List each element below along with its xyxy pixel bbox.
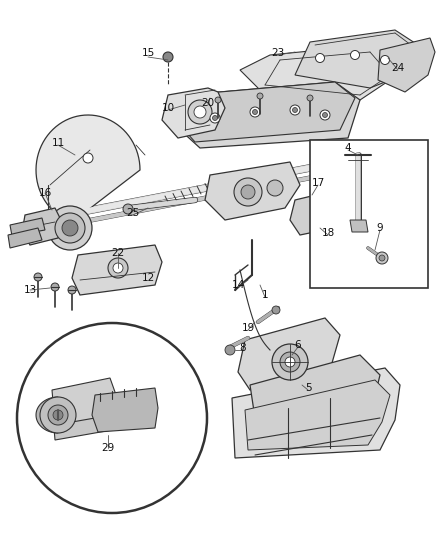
Polygon shape [8, 228, 42, 248]
Polygon shape [245, 380, 390, 450]
Circle shape [113, 263, 123, 273]
Circle shape [280, 352, 300, 372]
Polygon shape [295, 30, 418, 88]
Polygon shape [92, 388, 158, 432]
Circle shape [290, 105, 300, 115]
Text: 11: 11 [51, 138, 65, 148]
Circle shape [272, 306, 280, 314]
Circle shape [68, 286, 76, 294]
Circle shape [48, 405, 68, 425]
Polygon shape [350, 220, 368, 232]
Polygon shape [10, 218, 45, 236]
Polygon shape [232, 368, 400, 458]
Circle shape [123, 204, 133, 214]
Polygon shape [378, 38, 435, 92]
Circle shape [40, 397, 76, 433]
Text: 10: 10 [162, 103, 175, 113]
Text: 9: 9 [377, 223, 383, 233]
Polygon shape [290, 188, 355, 235]
Circle shape [350, 51, 360, 60]
Polygon shape [205, 162, 300, 220]
Text: 17: 17 [311, 178, 325, 188]
Text: 19: 19 [241, 323, 254, 333]
Circle shape [163, 52, 173, 62]
Polygon shape [240, 45, 400, 100]
Text: 16: 16 [39, 188, 52, 198]
Circle shape [241, 185, 255, 199]
Polygon shape [36, 115, 140, 222]
Circle shape [250, 107, 260, 117]
Polygon shape [22, 208, 62, 245]
Circle shape [285, 357, 295, 367]
Text: 15: 15 [141, 48, 155, 58]
Circle shape [379, 255, 385, 261]
Circle shape [320, 110, 330, 120]
Polygon shape [52, 378, 115, 425]
Circle shape [315, 53, 325, 62]
Circle shape [322, 112, 328, 117]
Circle shape [108, 258, 128, 278]
Text: 4: 4 [345, 143, 351, 153]
Circle shape [252, 109, 258, 115]
Circle shape [212, 116, 218, 120]
Polygon shape [52, 395, 115, 440]
Polygon shape [178, 82, 360, 148]
Text: 6: 6 [295, 340, 301, 350]
Circle shape [225, 345, 235, 355]
Polygon shape [180, 82, 355, 142]
Polygon shape [162, 88, 225, 138]
Circle shape [381, 55, 389, 64]
Text: 24: 24 [392, 63, 405, 73]
Text: 29: 29 [101, 443, 115, 453]
Circle shape [234, 178, 262, 206]
Text: 22: 22 [111, 248, 125, 258]
Text: 23: 23 [272, 48, 285, 58]
Bar [310, 140, 428, 288]
Polygon shape [36, 397, 58, 433]
Circle shape [51, 283, 59, 291]
Circle shape [318, 208, 326, 216]
Circle shape [272, 344, 308, 380]
Text: 12: 12 [141, 273, 155, 283]
Circle shape [215, 97, 221, 103]
Circle shape [293, 108, 297, 112]
Circle shape [257, 93, 263, 99]
Polygon shape [72, 245, 162, 295]
Text: 5: 5 [305, 383, 311, 393]
Circle shape [210, 113, 220, 123]
Polygon shape [250, 355, 380, 418]
Circle shape [62, 220, 78, 236]
Circle shape [48, 206, 92, 250]
Text: 8: 8 [240, 343, 246, 353]
Text: 25: 25 [127, 208, 140, 218]
Polygon shape [238, 318, 340, 390]
Text: 18: 18 [321, 228, 335, 238]
Circle shape [314, 204, 330, 220]
Circle shape [194, 106, 206, 118]
Circle shape [53, 410, 63, 420]
Circle shape [55, 213, 85, 243]
Text: 20: 20 [201, 98, 215, 108]
Circle shape [376, 252, 388, 264]
Text: 1: 1 [261, 290, 268, 300]
Circle shape [188, 100, 212, 124]
Circle shape [267, 180, 283, 196]
Circle shape [307, 95, 313, 101]
Text: 14: 14 [231, 280, 245, 290]
Circle shape [83, 153, 93, 163]
Circle shape [17, 323, 207, 513]
Text: 13: 13 [23, 285, 37, 295]
Circle shape [34, 273, 42, 281]
